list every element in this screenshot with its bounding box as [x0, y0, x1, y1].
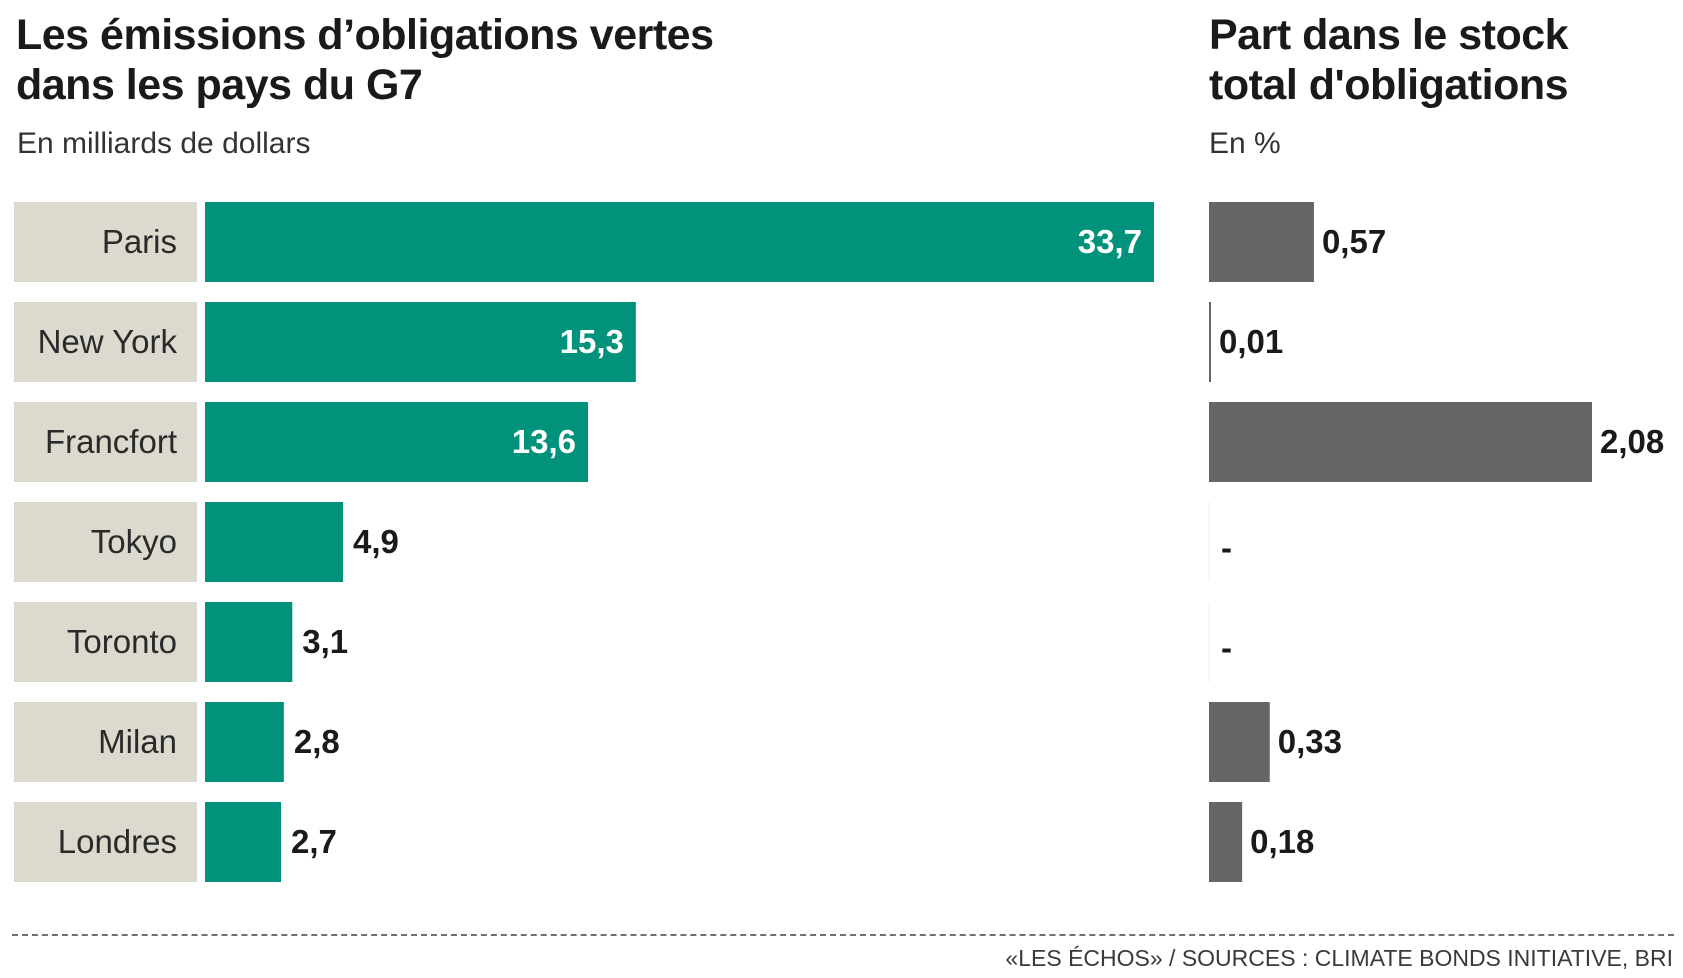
left-chart-subtitle: En milliards de dollars: [17, 127, 311, 160]
category-label-band: [14, 202, 197, 282]
share-bar: [1209, 702, 1270, 782]
category-label: Londres: [58, 823, 177, 860]
share-value-label: -: [1221, 629, 1232, 666]
emission-value-label: 15,3: [560, 323, 624, 360]
emission-value-label: 33,7: [1078, 223, 1142, 260]
category-label-band: [14, 502, 197, 582]
emission-bar: [205, 702, 284, 782]
emission-value-label: 2,7: [291, 823, 337, 860]
right-chart-title-line-1: Part dans le stock: [1209, 11, 1569, 59]
emission-bar: [205, 402, 588, 482]
charts-canvas: Paris 33,7 0,57 New York 15,3 0,01 Francfort 13…: [14, 202, 1664, 882]
left-chart-title: Les émissions d’obligations vertes dans …: [16, 10, 916, 110]
share-value-label: 0,01: [1219, 323, 1283, 360]
category-label: Tokyo: [91, 523, 177, 560]
left-chart-title-line-1: Les émissions d’obligations vertes: [16, 11, 714, 59]
right-chart-title-line-2: total d'obligations: [1209, 61, 1569, 109]
right-chart-subtitle: En %: [1209, 127, 1281, 160]
share-bar: [1209, 402, 1592, 482]
share-bar: [1209, 802, 1243, 882]
share-value-label: -: [1221, 529, 1232, 566]
emission-value-label: 2,8: [294, 723, 340, 760]
emission-bar: [205, 802, 282, 882]
emission-bar: [205, 502, 343, 582]
category-label-band: [14, 302, 197, 382]
left-chart-title-line-2: dans les pays du G7: [16, 61, 423, 109]
footer-divider: [12, 934, 1674, 936]
emission-bar: [205, 302, 636, 382]
category-label-band: [14, 402, 197, 482]
category-label-band: [14, 702, 197, 782]
right-chart-title: Part dans le stock total d'obligations: [1209, 10, 1679, 110]
share-bar: [1209, 302, 1211, 382]
category-label-band: [14, 602, 197, 682]
footer-source: «LES ÉCHOS» / SOURCES : CLIMATE BONDS IN…: [1005, 945, 1673, 971]
category-label-band: [14, 802, 197, 882]
emission-value-label: 3,1: [302, 623, 348, 660]
share-value-label: 0,18: [1250, 823, 1314, 860]
share-value-label: 0,33: [1278, 723, 1342, 760]
emission-value-label: 4,9: [353, 523, 399, 560]
emission-bar: [205, 202, 1154, 282]
share-bar: [1209, 202, 1314, 282]
category-label: New York: [38, 323, 178, 360]
emission-value-label: 13,6: [512, 423, 576, 460]
share-value-label: 2,08: [1600, 423, 1664, 460]
category-label: Milan: [98, 723, 177, 760]
category-label: Paris: [102, 223, 177, 260]
category-label: Toronto: [67, 623, 177, 660]
emission-bar: [205, 602, 293, 682]
share-value-label: 0,57: [1322, 223, 1386, 260]
category-label: Francfort: [45, 423, 177, 460]
